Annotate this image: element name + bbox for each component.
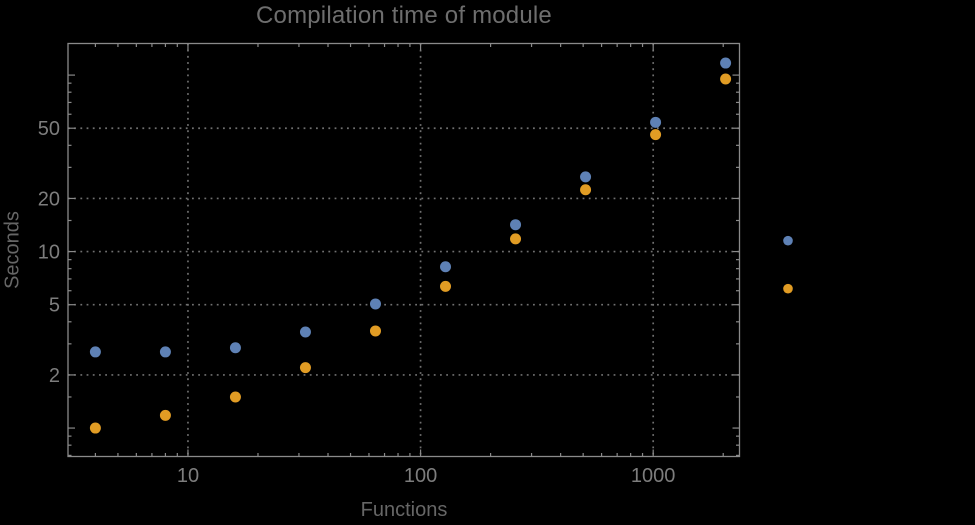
data-point-series-2	[510, 233, 522, 245]
y-tick-label: 5	[49, 295, 60, 317]
y-tick-label: 50	[38, 118, 60, 140]
data-point-series-2	[369, 325, 381, 337]
data-point-series-1	[229, 342, 241, 354]
data-point-series-2	[440, 280, 452, 292]
data-point-series-2	[229, 391, 241, 403]
legend-marker-1	[783, 235, 793, 246]
plot-frame	[67, 42, 741, 458]
x-axis-label: Functions	[360, 499, 448, 521]
data-point-series-1	[510, 219, 522, 231]
x-tick-label: 100	[404, 465, 437, 487]
data-point-series-2	[720, 73, 732, 85]
data-point-series-1	[650, 116, 662, 128]
y-tick-label: 10	[38, 242, 60, 264]
y-axis-label: Seconds	[1, 211, 24, 289]
data-point-series-1	[299, 326, 311, 338]
chart-title: Compilation time of module	[255, 2, 552, 29]
data-point-series-2	[580, 184, 592, 196]
y-tick-label: 20	[38, 188, 60, 210]
data-point-series-1	[580, 171, 592, 183]
data-point-series-2	[89, 422, 101, 434]
data-point-series-1	[720, 57, 732, 69]
data-point-series-1	[159, 346, 171, 358]
data-point-series-1	[440, 261, 452, 273]
data-point-series-1	[89, 346, 101, 358]
y-tick-label: 2	[49, 365, 60, 387]
x-tick-label: 10	[177, 465, 199, 487]
data-point-series-2	[159, 409, 171, 421]
data-point-series-2	[299, 362, 311, 374]
x-tick-label: 1000	[631, 465, 676, 487]
legend-marker-2	[783, 283, 793, 294]
data-point-series-2	[650, 129, 662, 141]
data-point-series-1	[369, 298, 381, 310]
